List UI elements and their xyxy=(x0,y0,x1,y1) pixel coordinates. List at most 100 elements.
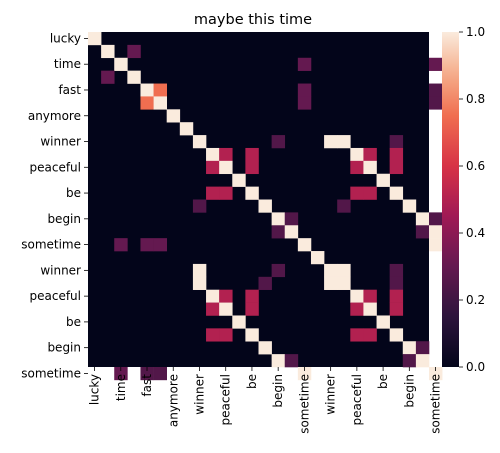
heatmap-cell xyxy=(389,135,404,149)
heatmap-cells xyxy=(88,32,443,381)
colorbar-tick-label: 0.2 xyxy=(466,293,485,307)
x-tick-label: winner xyxy=(324,374,338,415)
y-tick-label: begin xyxy=(47,341,81,355)
heatmap-cell xyxy=(402,341,417,355)
heatmap-cell xyxy=(219,160,233,175)
heatmap-cell xyxy=(389,147,404,162)
heatmap-cell xyxy=(245,186,259,200)
heatmap-cell xyxy=(271,212,286,226)
heatmap-cell xyxy=(271,135,286,149)
heatmap-cell xyxy=(415,354,430,368)
heatmap-cell xyxy=(350,289,364,303)
x-tick-label: begin xyxy=(271,374,285,408)
heatmap-cell xyxy=(140,238,154,252)
heatmap-cell xyxy=(219,328,233,342)
heatmap-cell xyxy=(389,276,404,290)
heatmap-cell xyxy=(271,263,286,278)
heatmap-cell xyxy=(258,276,272,290)
heatmap-cell xyxy=(363,186,377,200)
y-tick-label: peaceful xyxy=(30,160,82,174)
y-tick-label: begin xyxy=(47,212,81,226)
x-tick-label: fast xyxy=(140,374,154,397)
y-tick-label: be xyxy=(66,186,81,200)
heatmap-cell xyxy=(284,225,299,239)
heatmap-cell xyxy=(166,109,181,123)
heatmap-cell xyxy=(376,315,390,329)
heatmap-cell xyxy=(350,160,364,175)
heatmap-cell xyxy=(192,263,207,278)
heatmap-cell xyxy=(232,173,246,187)
heatmap-cell xyxy=(429,212,443,226)
heatmap-cell xyxy=(324,276,338,290)
y-tick-label: peaceful xyxy=(30,289,82,303)
heatmap-cell xyxy=(310,251,325,265)
heatmap-cell xyxy=(114,238,128,252)
heatmap-cell xyxy=(363,328,377,342)
heatmap-cell xyxy=(429,83,443,97)
x-tick-label: sometime xyxy=(429,374,443,434)
heatmap-cell xyxy=(337,263,351,278)
heatmap-cell xyxy=(219,289,233,303)
heatmap-cell xyxy=(153,83,167,97)
colorbar-tick-label: 0.6 xyxy=(466,159,485,173)
heatmap-cell xyxy=(297,96,312,110)
heatmap-cell xyxy=(389,289,404,303)
heatmap-cell xyxy=(415,212,430,226)
heatmap-cell xyxy=(206,302,220,316)
heatmap-cell xyxy=(389,186,404,200)
x-tick-label: winner xyxy=(192,374,206,415)
heatmap-cell xyxy=(192,135,207,149)
x-tick-label: peaceful xyxy=(219,374,233,426)
y-tick-label: time xyxy=(54,57,81,71)
y-tick-label: winner xyxy=(40,135,81,149)
heatmap-cell xyxy=(284,354,299,368)
heatmap-cell xyxy=(245,289,259,303)
colorbar: 0.0 0.2 0.4 0.6 0.8 1.0 xyxy=(442,25,485,374)
heatmap-cell xyxy=(389,302,404,316)
heatmap-cell xyxy=(389,160,404,175)
x-axis: lucky time fast anymore winner peaceful be begi… xyxy=(88,367,443,434)
heatmap-cell xyxy=(258,341,272,355)
heatmap-cell xyxy=(429,238,443,252)
heatmap-cell xyxy=(140,367,154,381)
heatmap-cell xyxy=(337,276,351,290)
y-tick-label: lucky xyxy=(50,31,81,45)
heatmap-cell xyxy=(245,302,259,316)
heatmap-cell xyxy=(206,186,220,200)
x-tick-label: peaceful xyxy=(350,374,364,426)
heatmap-cell xyxy=(363,289,377,303)
heatmap-cell xyxy=(350,328,364,342)
y-tick-label: be xyxy=(66,315,81,329)
heatmap-cell xyxy=(88,32,102,46)
heatmap-cell xyxy=(389,328,404,342)
heatmap-cell xyxy=(127,70,141,84)
heatmap-cell xyxy=(232,315,246,329)
heatmap-cell xyxy=(402,354,417,368)
colorbar-gradient xyxy=(442,32,459,367)
heatmap-cell xyxy=(376,173,390,187)
heatmap-cell xyxy=(153,367,167,381)
heatmap-cell xyxy=(114,367,128,381)
heatmap-cell xyxy=(363,160,377,175)
heatmap-cell xyxy=(153,96,167,110)
heatmap-cell xyxy=(271,225,286,239)
heatmap-cell xyxy=(245,160,259,175)
heatmap-cell xyxy=(297,57,312,71)
heatmap-cell xyxy=(363,147,377,162)
x-tick-label: begin xyxy=(402,374,416,408)
heatmap-cell xyxy=(389,263,404,278)
x-tick-label: anymore xyxy=(166,374,180,427)
heatmap-cell xyxy=(245,147,259,162)
heatmap-cell xyxy=(297,238,312,252)
y-tick-label: sometime xyxy=(21,238,81,252)
heatmap-cell xyxy=(297,83,312,97)
heatmap-cell xyxy=(206,160,220,175)
heatmap-cell xyxy=(192,276,207,290)
heatmap-cell xyxy=(402,199,417,213)
heatmap-cell xyxy=(101,70,115,84)
y-tick-label: anymore xyxy=(28,109,81,123)
x-tick-label: be xyxy=(245,374,259,389)
colorbar-tick-label: 1.0 xyxy=(466,25,485,39)
heatmap-cell xyxy=(245,328,259,342)
heatmap-cell xyxy=(179,122,194,136)
